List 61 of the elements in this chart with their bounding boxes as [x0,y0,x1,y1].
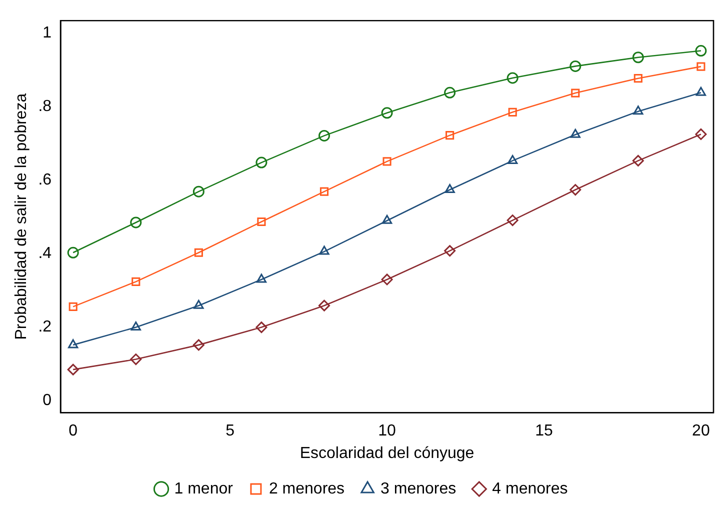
y-axis-title: Probabilidad de salir de la pobreza [13,93,30,340]
x-axis-title: Escolaridad del cónyuge [300,444,474,462]
x-tick-label: 5 [226,422,235,440]
y-tick-label: .8 [38,98,52,116]
legend-label: 2 menores [268,480,345,498]
point [132,277,140,286]
point [192,186,204,198]
point [130,216,142,228]
point [130,322,141,331]
point [570,184,582,196]
y-tick-label: 1 [42,24,52,42]
point [570,128,580,138]
point [257,217,266,226]
point [381,274,393,286]
point [633,106,644,115]
point [68,302,78,311]
point [446,131,454,140]
point [319,246,330,255]
point [444,184,455,194]
point [695,128,707,140]
legend-label: 4 menores [492,480,568,498]
point [696,62,706,71]
point [192,339,204,351]
point [194,300,204,309]
point [444,86,456,98]
y-tick-label: .6 [38,172,52,189]
point [632,52,644,64]
point [318,130,330,142]
y-tick-label: .4 [38,245,52,262]
point [318,300,330,312]
point [695,45,707,57]
point [506,214,518,226]
point [381,107,393,119]
point [256,274,267,283]
point [632,154,644,166]
point [444,245,456,257]
legend-label: 3 menores [380,480,456,498]
x-tick-label: 15 [535,422,553,440]
point [320,187,329,196]
point [68,339,78,348]
point [508,154,518,164]
x-tick-label: 10 [378,422,396,440]
x-tick-label: 20 [692,422,710,440]
point [570,60,582,72]
point [194,248,203,257]
point [506,72,518,84]
point [634,74,642,83]
point [130,354,142,366]
point [571,88,580,98]
point [67,364,79,376]
point [67,246,79,258]
point [382,214,392,224]
y-tick-label: .2 [38,318,52,336]
point [382,157,392,166]
point [256,156,268,168]
x-tick-label: 0 [68,422,78,440]
point [696,86,706,96]
y-tick-label: 0 [42,392,52,410]
point [508,108,517,116]
point [256,322,268,334]
legend-label: 1 menor [174,480,234,498]
